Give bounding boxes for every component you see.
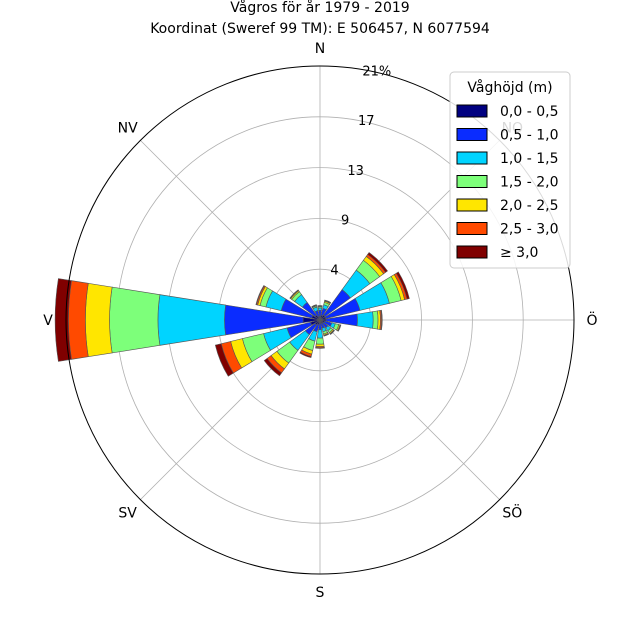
legend-title: Våghöjd (m) (467, 79, 552, 96)
polar-outline (65, 65, 575, 575)
wedge-segment (315, 337, 325, 345)
wedge-segment (311, 304, 317, 308)
stacked-bars (54, 252, 410, 377)
grid-spoke (319, 319, 500, 500)
legend-box (449, 71, 571, 269)
legend-swatch (456, 151, 488, 165)
wedge-segment (317, 307, 323, 311)
wedge-segment (329, 329, 335, 335)
legend-label: 1,5 - 2,0 (500, 175, 558, 191)
wedge-segment (337, 324, 342, 332)
direction-label: N (315, 41, 325, 57)
legend-label: 2,5 - 3,0 (500, 222, 558, 238)
wedge-segment (315, 347, 325, 349)
wedge-segment (299, 351, 312, 358)
radial-tick-label: 9 (341, 214, 349, 229)
chart-subtitle: Koordinat (Sweref 99 TM): E 506457, N 60… (150, 21, 490, 37)
legend-swatch (456, 222, 488, 235)
legend-swatch (456, 104, 488, 118)
direction-label: Ö (586, 311, 597, 329)
direction-label: SV (118, 505, 137, 521)
wedge-segment (214, 343, 234, 377)
direction-label: SÖ (502, 503, 522, 521)
wedge-segment (54, 278, 72, 362)
legend-label: 0,0 - 0,5 (500, 104, 558, 120)
radial-tick-label: 21% (362, 65, 391, 80)
outer-circle (65, 65, 575, 575)
wedge-segment (380, 309, 383, 331)
wedge-segment (395, 271, 410, 300)
legend: Våghöjd (m) 0,0 - 0,5 0,5 - 1,0 1,0 - 1,5 1,… (449, 71, 571, 269)
wedge-segment (372, 310, 379, 330)
wedge-segment (367, 252, 388, 273)
wedge-segment (255, 285, 265, 306)
wedge-segment (323, 333, 330, 337)
radial-tick-label: 13 (347, 164, 364, 179)
legend-swatch (456, 245, 488, 259)
wedge-segment (85, 282, 113, 358)
radial-tick-label: 17 (358, 114, 375, 129)
radial-tick-label: 4 (330, 263, 338, 278)
wedge-segment (356, 311, 374, 329)
legend-label: 1,0 - 1,5 (500, 151, 558, 167)
wedge-segment (263, 357, 283, 377)
legend-label: ≥ 3,0 (500, 245, 538, 261)
wedge-segment (289, 289, 299, 299)
wedge-segment (324, 299, 332, 304)
direction-label: S (316, 585, 325, 601)
legend-swatch (456, 175, 488, 188)
legend-swatch (456, 198, 488, 212)
wedge-segment (68, 280, 89, 360)
chart-title: Vågros för år 1979 - 2019 (230, 0, 409, 16)
grid-spoke (140, 140, 321, 321)
legend-label: 2,0 - 2,5 (500, 198, 558, 214)
wedge-segment (316, 329, 324, 339)
wedge-segment (109, 286, 161, 354)
legend-swatch (456, 128, 488, 141)
wedge-segment (157, 294, 226, 346)
legend-label: 0,5 - 1,0 (500, 128, 558, 144)
direction-label: NV (118, 121, 138, 137)
radial-tick-labels: 4 9 13 17 21% (330, 65, 391, 279)
direction-label: V (43, 313, 53, 329)
